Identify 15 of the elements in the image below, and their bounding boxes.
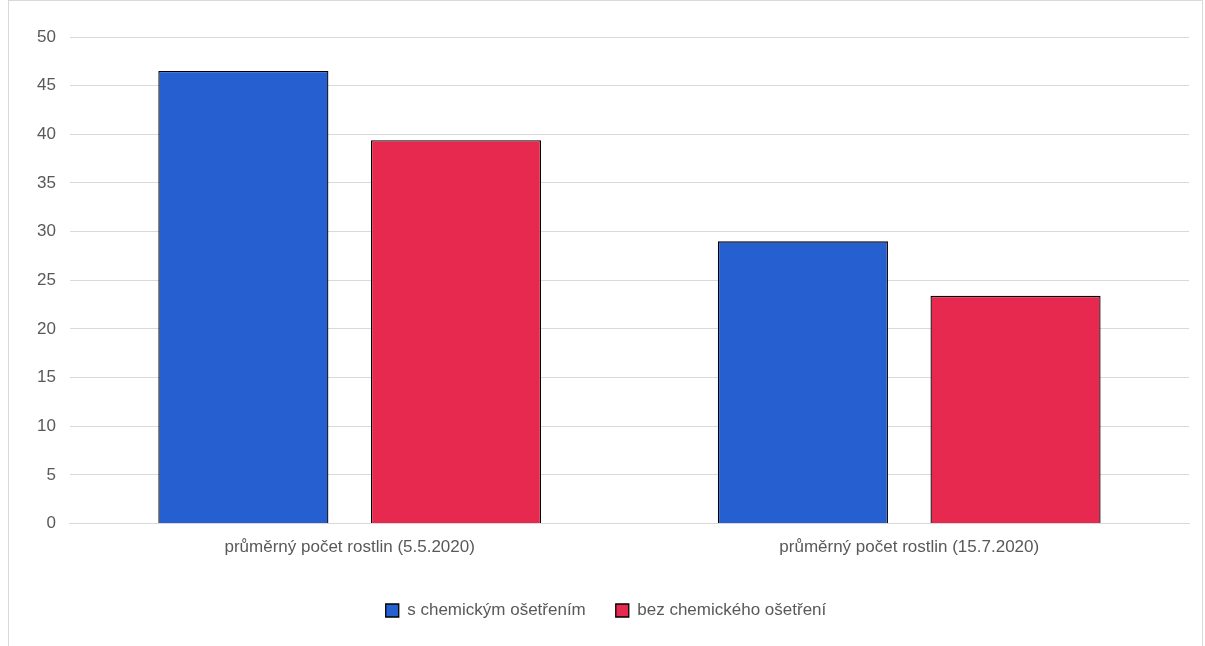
y-tick-label: 35 [36,172,56,192]
y-tick-label: 0 [46,513,56,533]
y-tick-label: 20 [36,318,56,338]
y-tick-label: 15 [36,367,56,387]
legend-label: s chemickým ošetřením [407,600,586,620]
x-tick-label: průměrný počet rostlin (15.7.2020) [779,537,1040,557]
y-tick-label: 45 [36,75,56,95]
y-tick-label: 5 [46,464,56,484]
x-tick-label: průměrný počet rostlin (5.5.2020) [224,537,475,557]
y-tick-label: 40 [36,124,56,144]
y-tick-label: 30 [36,221,56,241]
legend-label: bez chemického ošetření [637,600,827,620]
y-tick-label: 50 [36,26,56,46]
y-tick-label: 25 [36,269,56,289]
y-tick-label: 10 [36,415,56,435]
